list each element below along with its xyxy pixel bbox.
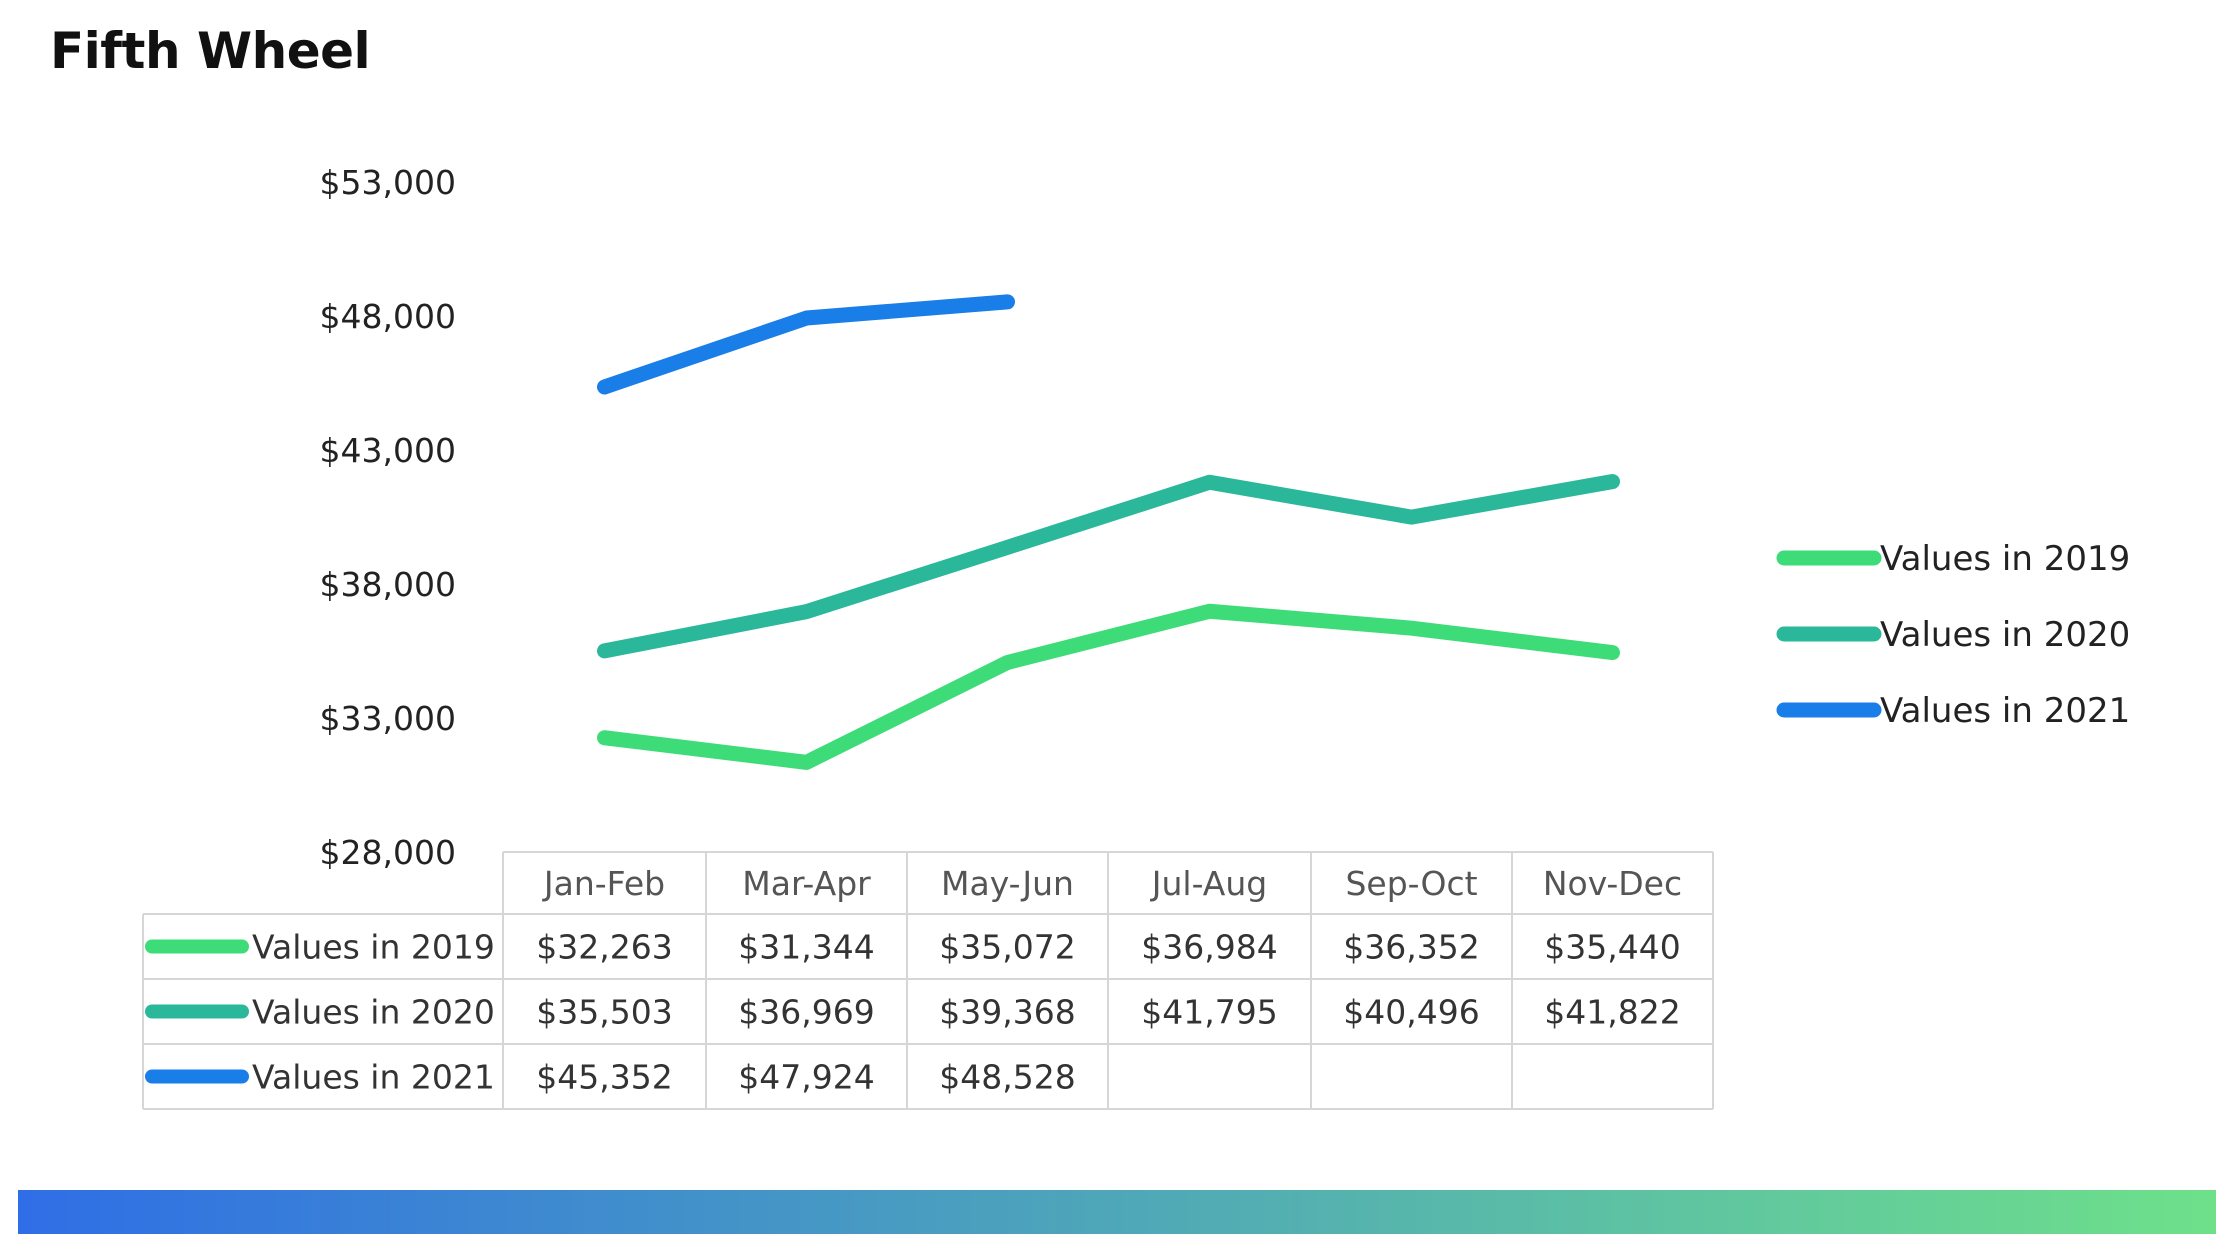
legend: Values in 2019 Values in 2020 Values in 20… [1776, 539, 2130, 731]
table-row-label: Values in 2019 [252, 928, 495, 967]
series-line-1 [597, 603, 1620, 770]
y-tick-label: $33,000 [320, 699, 456, 738]
table-cell: $35,440 [1544, 928, 1680, 967]
table-row-label: Values in 2021 [252, 1058, 495, 1097]
table-cell: $40,496 [1343, 993, 1479, 1032]
table-cell: $36,352 [1343, 928, 1479, 967]
table-cell: $47,924 [738, 1058, 874, 1097]
table-cell: $31,344 [738, 928, 874, 967]
x-category-label: May-Jun [941, 864, 1074, 903]
footer-gradient-bar [18, 1190, 2216, 1234]
table-cell: $36,969 [738, 993, 874, 1032]
table-cell: $35,072 [939, 928, 1075, 967]
table-cell: $35,503 [536, 993, 672, 1032]
y-tick-label: $28,000 [320, 833, 456, 872]
x-category-label: Jul-Aug [1150, 864, 1267, 903]
x-category-label: Nov-Dec [1543, 864, 1682, 903]
table-cell: $48,528 [939, 1058, 1075, 1097]
table-cell: $36,984 [1141, 928, 1277, 967]
table-cell: $32,263 [536, 928, 672, 967]
table-cell: $45,352 [536, 1058, 672, 1097]
y-tick-label: $48,000 [320, 297, 456, 336]
table-cell: $41,822 [1544, 993, 1680, 1032]
y-tick-label: $43,000 [320, 431, 456, 470]
legend-label: Values in 2020 [1880, 615, 2130, 655]
y-tick-label: $38,000 [320, 565, 456, 604]
legend-label: Values in 2019 [1880, 539, 2130, 579]
table-row-label: Values in 2020 [252, 993, 495, 1032]
series-line-3 [597, 294, 1015, 395]
x-category-label: Sep-Oct [1345, 864, 1477, 903]
table-cell: $39,368 [939, 993, 1075, 1032]
y-tick-label: $53,000 [320, 163, 456, 202]
data-table: Jan-Feb Mar-Apr May-Jun Jul-Aug Sep-Oct Nov-D… [142, 851, 1714, 1110]
y-axis-ticks: $53,000 $48,000 $43,000 $38,000 $33,000 $28,0… [320, 163, 456, 872]
table-cell: $41,795 [1141, 993, 1277, 1032]
series-line-2 [597, 474, 1620, 659]
series-lines [597, 294, 1620, 770]
legend-label: Values in 2021 [1880, 691, 2130, 731]
x-category-label: Jan-Feb [542, 864, 665, 903]
page-title: Fifth Wheel [50, 22, 371, 80]
x-category-label: Mar-Apr [742, 864, 871, 903]
